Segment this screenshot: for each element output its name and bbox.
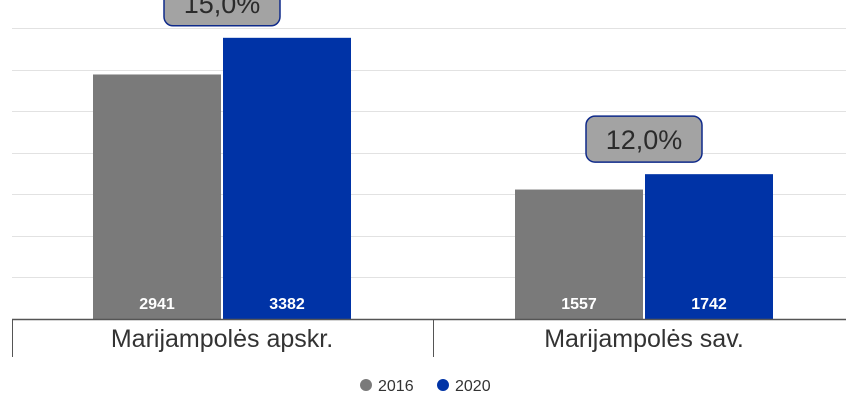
bar-2020-marijampol-s-apskr bbox=[223, 37, 351, 320]
growth-callout bbox=[163, 0, 281, 27]
bar-2016-marijampol-s-sav bbox=[515, 189, 643, 319]
data-label: 1557 bbox=[561, 296, 597, 313]
data-label: 2941 bbox=[139, 296, 175, 313]
category-label: Marijampolės apskr. bbox=[111, 325, 333, 353]
callouts: 15,0% 12,0% bbox=[163, 0, 703, 163]
growth-callout-label: 12,0% bbox=[606, 125, 683, 155]
growth-callout bbox=[585, 115, 703, 163]
legend-label: 2020 bbox=[455, 378, 491, 395]
legend-marker-2016 bbox=[360, 379, 372, 391]
growth-callout-label: 15,0% bbox=[184, 0, 261, 19]
data-label: 1742 bbox=[691, 296, 727, 313]
category-label: Marijampolės sav. bbox=[544, 325, 744, 353]
legend-label: 2016 bbox=[378, 378, 414, 395]
legend-marker-2020 bbox=[437, 379, 449, 391]
data-label: 3382 bbox=[269, 296, 305, 313]
x-axis: Marijampolės apskr. Marijampolės sav. bbox=[12, 318, 846, 357]
bar-2016-marijampol-s-apskr bbox=[93, 74, 221, 319]
bar-2020-marijampol-s-sav bbox=[645, 174, 773, 319]
legend: 2016 2020 bbox=[360, 378, 491, 395]
bars: 2941 3382 1557 1742 bbox=[93, 37, 773, 320]
